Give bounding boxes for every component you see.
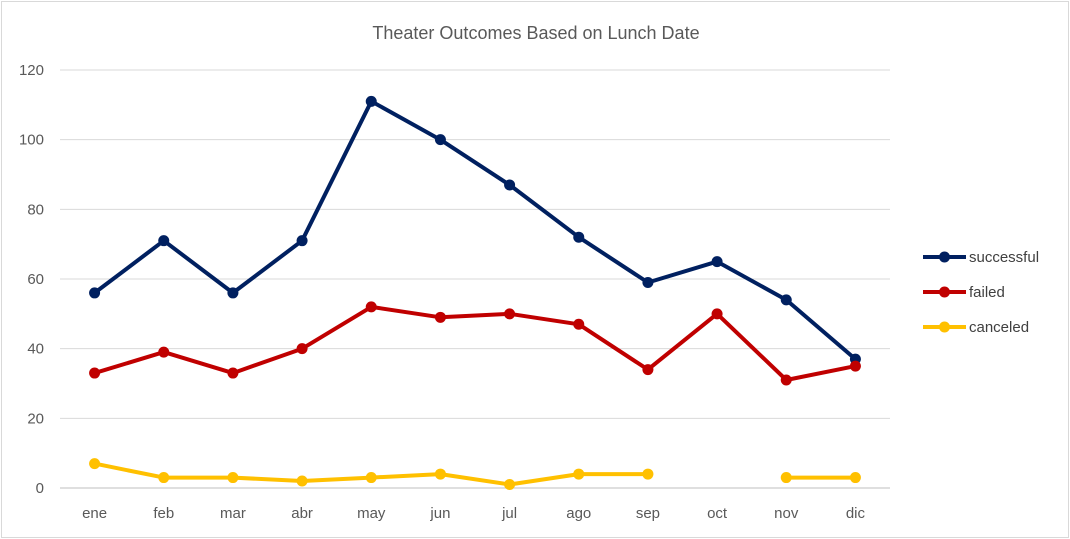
data-point-canceled <box>434 468 446 480</box>
gridlines <box>60 69 890 489</box>
x-tick-label: jun <box>429 505 450 522</box>
data-point-canceled <box>504 479 516 491</box>
y-axis: 0 20 40 60 80 100 120 <box>19 62 44 497</box>
y-tick-label: 120 <box>19 62 44 79</box>
legend-swatch-marker <box>939 286 950 298</box>
y-tick-label: 0 <box>36 480 44 497</box>
data-point-successful <box>365 95 377 107</box>
data-point-canceled <box>296 475 308 487</box>
data-point-successful <box>158 235 170 247</box>
data-point-successful <box>573 231 585 243</box>
data-point-canceled <box>227 472 239 484</box>
series-points <box>89 95 861 491</box>
data-point-successful <box>89 287 101 299</box>
data-point-failed <box>365 301 377 313</box>
series-line-canceled <box>92 461 858 487</box>
data-point-canceled <box>89 458 101 470</box>
data-point-failed <box>296 343 308 355</box>
y-tick-label: 20 <box>27 410 44 427</box>
y-tick-label: 80 <box>27 201 44 218</box>
x-tick-label: may <box>357 505 386 522</box>
x-tick-label: feb <box>153 505 174 522</box>
x-tick-label: mar <box>220 505 246 522</box>
data-point-failed <box>227 367 239 379</box>
data-point-failed <box>89 367 101 379</box>
x-axis: ene feb mar abr may jun jul ago sep oct nov dic <box>82 505 865 522</box>
data-point-failed <box>158 346 170 358</box>
y-tick-label: 40 <box>27 341 44 358</box>
legend-swatch-marker <box>939 251 950 263</box>
legend-item-successful: successful <box>923 249 1039 266</box>
series-lines <box>92 99 858 487</box>
x-tick-label: dic <box>846 505 866 522</box>
legend-label: failed <box>969 284 1005 301</box>
data-point-successful <box>504 179 516 191</box>
data-point-canceled <box>849 472 861 484</box>
data-point-failed <box>434 311 446 323</box>
data-point-canceled <box>642 468 654 480</box>
legend-swatch-marker <box>939 321 950 333</box>
y-tick-label: 100 <box>19 132 44 149</box>
data-point-successful <box>296 235 308 247</box>
series-line-successful <box>92 99 858 362</box>
legend-label: successful <box>969 249 1039 266</box>
x-tick-label: nov <box>774 505 799 522</box>
data-point-failed <box>780 374 792 386</box>
data-point-canceled <box>780 472 792 484</box>
data-point-successful <box>711 256 723 268</box>
data-point-successful <box>642 276 654 288</box>
y-tick-label: 60 <box>27 271 44 288</box>
data-point-failed <box>504 308 516 320</box>
data-point-failed <box>849 360 861 372</box>
data-point-failed <box>573 318 585 330</box>
x-tick-label: ene <box>82 505 107 522</box>
data-point-failed <box>711 308 723 320</box>
data-point-canceled <box>573 468 585 480</box>
data-point-successful <box>227 287 239 299</box>
x-tick-label: sep <box>636 505 660 522</box>
legend-item-canceled: canceled <box>923 319 1029 336</box>
legend-item-failed: failed <box>923 284 1005 301</box>
data-point-successful <box>780 294 792 306</box>
x-tick-label: oct <box>707 505 728 522</box>
series-line-failed <box>92 304 858 382</box>
x-tick-label: jul <box>501 505 517 522</box>
chart-title: Theater Outcomes Based on Lunch Date <box>372 23 699 43</box>
data-point-failed <box>642 364 654 376</box>
legend-label: canceled <box>969 319 1029 336</box>
x-tick-label: abr <box>291 505 313 522</box>
data-point-canceled <box>158 472 170 484</box>
legend: successful failed canceled <box>923 249 1039 336</box>
data-point-successful <box>434 134 446 146</box>
data-point-canceled <box>365 472 377 484</box>
x-tick-label: ago <box>566 505 591 522</box>
